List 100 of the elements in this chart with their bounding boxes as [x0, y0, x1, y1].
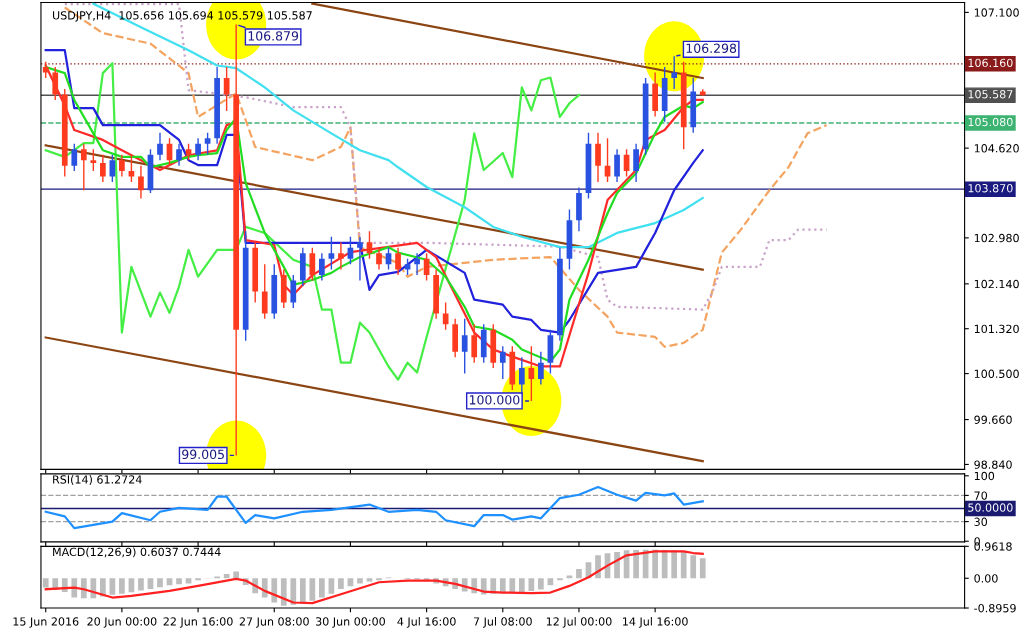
bar [671, 550, 678, 579]
candlestick [71, 143, 78, 172]
bar [518, 578, 525, 592]
annotation: 100.000 [469, 395, 520, 405]
annotation: 106.298 [686, 43, 737, 53]
y-tick-label: 102.140 [974, 279, 1019, 289]
bar [157, 578, 163, 588]
ref-line-label: 106.160 [968, 58, 1013, 68]
x-tick-label: 15 Jun 2016 [13, 617, 79, 628]
bar [299, 578, 306, 604]
line-series [44, 62, 581, 381]
y-tick-label: 102.980 [974, 233, 1019, 243]
candlestick [395, 247, 401, 276]
candlestick [290, 274, 297, 309]
y-tick-label: 100 [974, 471, 995, 481]
bar [528, 578, 535, 591]
y-tick-label: -0.8959 [974, 603, 1016, 613]
bar [538, 578, 544, 590]
ref-line-label: 50.0000 [968, 503, 1013, 512]
bar [376, 578, 382, 581]
x-tick-label: 7 Jul 08:00 [473, 617, 532, 628]
bar [290, 578, 297, 605]
bar [42, 578, 49, 588]
y-tick-label: 101.320 [974, 324, 1019, 334]
annotation: 99.005 [182, 449, 224, 460]
bar [576, 568, 582, 579]
chart-title: RSI(14) 61.2724 [53, 475, 142, 485]
bar [357, 578, 363, 584]
ref-line-label: 105.080 [968, 117, 1013, 127]
candlestick [461, 318, 468, 375]
candlestick [204, 132, 211, 156]
candlestick [538, 351, 544, 386]
ref-line-label: 105.587 [968, 90, 1013, 99]
y-tick-label: 99.660 [974, 415, 1012, 424]
bar [366, 578, 373, 582]
line-series [44, 485, 704, 530]
bar [699, 558, 706, 579]
bar [233, 571, 240, 579]
y-tick-label: 107.100 [974, 8, 1019, 17]
bar [309, 578, 316, 601]
candlestick [499, 345, 506, 380]
chart-title: MACD(12,26,9) 0.6037 0.7444 [53, 547, 221, 558]
bar [319, 578, 325, 598]
bar [652, 549, 658, 579]
candlestick [52, 66, 59, 101]
candlestick [614, 148, 620, 183]
ref-line-label: 103.870 [968, 183, 1013, 193]
candlestick [471, 323, 478, 364]
x-tick-label: 4 Jul 16:00 [397, 617, 456, 628]
candlestick [119, 153, 125, 178]
x-tick-label: 30 Jun 00:00 [315, 617, 385, 628]
bar [633, 550, 639, 579]
bar [176, 578, 182, 585]
bar [119, 578, 125, 594]
y-tick-label: 30 [974, 517, 988, 526]
candlestick [357, 236, 363, 282]
candlestick [138, 164, 144, 200]
x-tick-label: 12 Jul 00:00 [546, 617, 612, 628]
candlestick [157, 132, 163, 161]
candlestick [633, 143, 639, 183]
y-tick-label: 100.500 [974, 369, 1019, 378]
y-tick-label: 70 [974, 491, 988, 500]
bar [614, 552, 620, 579]
candlestick [319, 252, 325, 282]
x-tick-label: 20 Jun 00:00 [87, 617, 157, 628]
y-tick-label: 0.00 [974, 574, 998, 583]
bar [195, 578, 201, 581]
candlestick [328, 236, 335, 271]
y-tick-label: 104.620 [974, 144, 1019, 153]
candlestick [100, 153, 106, 183]
y-tick-label: 98.840 [974, 460, 1012, 469]
x-tick-label: 22 Jun 16:00 [163, 617, 233, 628]
candlestick [595, 132, 601, 183]
candlestick [176, 143, 182, 167]
candlestick [414, 252, 420, 276]
bar [138, 578, 144, 591]
bar [690, 555, 697, 579]
bar [328, 578, 335, 594]
bar [661, 550, 668, 579]
bar [185, 578, 192, 584]
candlestick [338, 241, 344, 271]
bar [280, 578, 287, 606]
candlestick [309, 247, 316, 282]
bar [680, 552, 687, 579]
annotation: 106.879 [248, 31, 299, 41]
candlestick [90, 148, 97, 172]
x-tick-label: 27 Jun 08:00 [239, 617, 309, 628]
candlestick [442, 301, 449, 331]
bar [509, 578, 516, 593]
candlestick [128, 153, 135, 183]
candlestick [109, 153, 116, 183]
bar [338, 578, 344, 589]
bar [271, 578, 278, 603]
bar [557, 578, 563, 581]
candlestick [376, 247, 382, 271]
candlestick [261, 263, 268, 320]
candlestick [80, 143, 87, 191]
x-tick-label: 14 Jul 16:00 [623, 617, 688, 628]
bar [147, 578, 154, 589]
candlestick [195, 137, 201, 161]
